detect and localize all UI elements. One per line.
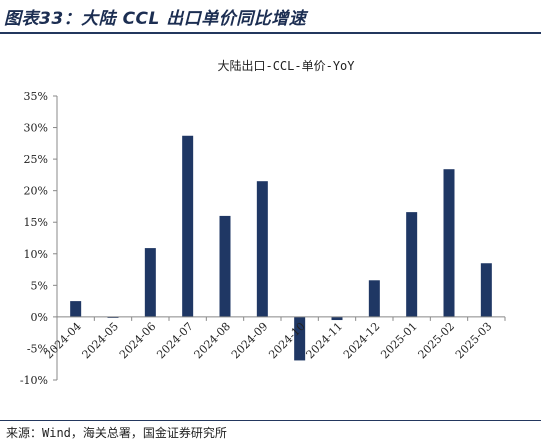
source-note: 来源：Wind，海关总署，国金证券研究所 <box>6 426 227 440</box>
x-tick-label: 2024-09 <box>229 320 271 362</box>
y-tick-label: 5% <box>31 279 48 292</box>
x-tick-label: 2024-08 <box>192 320 234 362</box>
bars <box>70 135 492 361</box>
bar <box>368 280 380 317</box>
bar <box>294 316 306 361</box>
y-tick-label: -10% <box>20 374 48 387</box>
bar <box>331 316 343 321</box>
bar <box>182 135 194 317</box>
bar <box>406 212 418 317</box>
header-divider <box>0 32 541 34</box>
x-tick-label: 2025-03 <box>453 320 495 362</box>
y-tick-label: 20% <box>24 185 48 198</box>
y-tick-label: 25% <box>24 153 48 166</box>
x-tick-label: 2025-02 <box>416 320 458 362</box>
y-tick-label: 35% <box>24 90 48 103</box>
y-tick-label: 15% <box>24 216 48 229</box>
bar <box>443 169 455 317</box>
y-tick-label: 30% <box>24 122 48 135</box>
x-tick-label: 2025-01 <box>378 320 420 362</box>
y-tick-label: 10% <box>24 248 48 261</box>
bar <box>256 181 268 317</box>
x-axis: 2024-042024-052024-062024-072024-082024-… <box>42 316 506 362</box>
x-tick-label: 2024-06 <box>117 320 159 362</box>
figure-title: 图表33：大陆 CCL 出口单价同比增速 <box>4 9 307 29</box>
y-tick-label: 0% <box>31 311 48 324</box>
bar <box>70 301 82 317</box>
x-tick-label: 2024-07 <box>154 320 196 362</box>
y-tick-label: -5% <box>27 342 48 355</box>
bar-chart: 大陆出口-CCL-单价-YoY 35% 30% 25% 20% 15% 10% 5% 0% -5… <box>20 58 506 387</box>
bar <box>480 263 492 317</box>
x-tick-label: 2024-04 <box>42 320 84 362</box>
x-tick-label: 2024-12 <box>341 320 383 362</box>
bar <box>219 215 231 317</box>
x-tick-label: 2024-05 <box>80 320 122 362</box>
bar <box>144 248 156 317</box>
footer-divider <box>0 420 541 421</box>
x-tick-label: 2024-11 <box>304 320 346 362</box>
chart-title: 大陆出口-CCL-单价-YoY <box>217 58 355 73</box>
y-axis: 35% 30% 25% 20% 15% 10% 5% 0% -5% -10% <box>20 90 58 387</box>
